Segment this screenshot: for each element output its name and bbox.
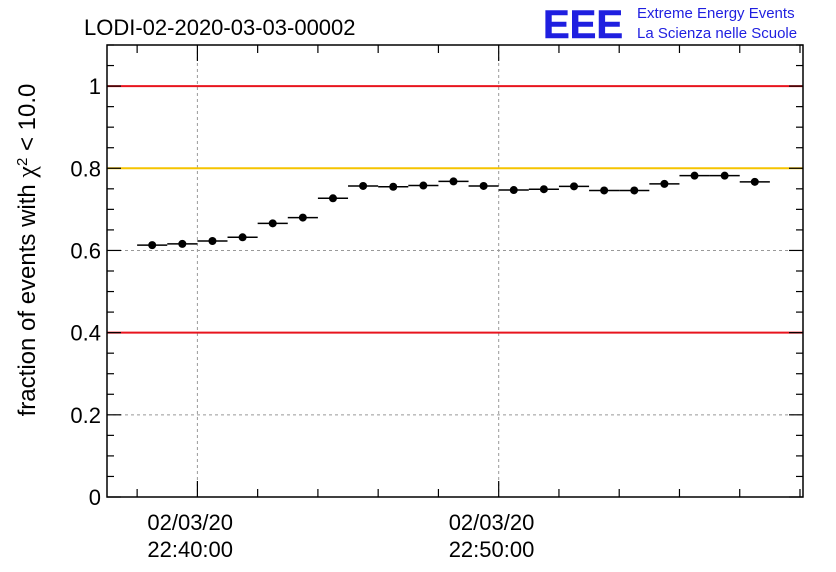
logo-letters: EEE: [543, 3, 623, 47]
axes: [106, 44, 804, 498]
plot-frame: [106, 44, 804, 498]
data-point: [359, 181, 368, 190]
reference-lines: [107, 85, 803, 334]
y-axis-label-prefix: fraction of events with: [14, 178, 41, 417]
data-point: [630, 186, 639, 195]
y-axis-label-suffix: < 10.0: [14, 84, 41, 158]
data-point: [509, 186, 518, 195]
y-axis-label-chi: χ: [12, 166, 41, 179]
data-point: [479, 181, 488, 190]
x-tick-time: 22:50:00: [449, 537, 535, 562]
x-tick-date: 02/03/20: [449, 510, 535, 535]
chart-title: LODI-02-2020-03-03-00002: [84, 15, 356, 40]
data-point: [419, 181, 428, 190]
data-point: [690, 171, 699, 180]
data-point: [600, 186, 609, 195]
y-axis-label: fraction of events with χ2 < 10.0: [12, 84, 41, 417]
data-point: [449, 177, 458, 186]
data-point: [389, 182, 398, 191]
y-tick-label: 0.2: [70, 403, 101, 428]
x-tick-date: 02/03/20: [147, 510, 233, 535]
data-point: [148, 241, 157, 250]
x-tick-time: 22:40:00: [147, 537, 233, 562]
data-points: [137, 171, 770, 250]
y-tick-label: 1: [89, 74, 101, 99]
data-point: [570, 182, 579, 191]
tick-labels: 00.20.40.60.8102/03/2022:40:0002/03/2022…: [70, 74, 534, 562]
data-point: [298, 213, 307, 222]
y-tick-label: 0: [89, 485, 101, 510]
logo-line2: La Scienza nelle Scuole: [637, 25, 797, 42]
y-tick-label: 0.6: [70, 238, 101, 263]
data-point: [539, 185, 548, 194]
data-point: [328, 194, 337, 203]
data-point: [208, 237, 217, 246]
data-point: [750, 177, 759, 186]
data-point: [268, 219, 277, 228]
data-point: [238, 233, 247, 242]
data-point: [178, 239, 187, 248]
y-tick-label: 0.8: [70, 156, 101, 181]
data-point: [660, 179, 669, 188]
y-axis-label-sup: 2: [14, 158, 31, 166]
logo-line1: Extreme Energy Events: [637, 5, 795, 22]
y-tick-label: 0.4: [70, 321, 101, 346]
grid-lines: [107, 45, 803, 497]
data-point: [720, 171, 729, 180]
eee-logo: EEE Extreme Energy Events La Scienza nel…: [543, 3, 797, 48]
